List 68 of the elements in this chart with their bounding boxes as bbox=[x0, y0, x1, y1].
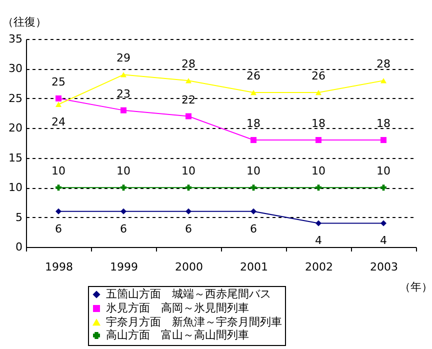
data-label: 6 bbox=[185, 222, 192, 236]
point bbox=[380, 78, 386, 84]
point bbox=[316, 137, 322, 144]
point bbox=[380, 137, 386, 144]
x-tick-label: 1999 bbox=[110, 260, 138, 274]
data-label: 24 bbox=[52, 115, 66, 128]
point bbox=[250, 184, 256, 191]
y-tick-label: 10 bbox=[8, 181, 22, 194]
point bbox=[120, 107, 126, 114]
data-label: 25 bbox=[52, 75, 66, 88]
point bbox=[186, 208, 192, 214]
data-label: 26 bbox=[246, 69, 260, 82]
point bbox=[380, 220, 386, 226]
legend-label: 高山方面 富山～高山間列車 bbox=[106, 328, 249, 342]
point bbox=[56, 102, 62, 107]
data-label: 6 bbox=[120, 222, 127, 236]
point bbox=[120, 208, 126, 214]
point bbox=[186, 78, 192, 84]
x-tick-label: 2000 bbox=[175, 260, 203, 274]
point bbox=[56, 184, 62, 191]
point bbox=[380, 184, 386, 191]
point bbox=[56, 208, 62, 214]
point bbox=[316, 184, 322, 191]
point bbox=[250, 137, 256, 144]
point bbox=[316, 90, 322, 96]
y-tick-label: 5 bbox=[16, 210, 22, 224]
data-label: 26 bbox=[312, 69, 326, 82]
y-tick-label: 30 bbox=[8, 62, 22, 76]
y-tick-label: 25 bbox=[8, 92, 22, 105]
data-label: 23 bbox=[116, 87, 130, 100]
data-label: 10 bbox=[312, 164, 326, 178]
data-label: 4 bbox=[315, 234, 322, 248]
y-tick-label: 20 bbox=[8, 122, 22, 135]
data-label: 28 bbox=[376, 58, 390, 71]
data-label: 10 bbox=[246, 164, 260, 178]
data-label: 10 bbox=[182, 164, 196, 178]
point bbox=[250, 208, 256, 214]
legend-label: 五箇山方面 城端～西赤尾間バス bbox=[106, 288, 271, 300]
data-label: 10 bbox=[376, 164, 390, 178]
point bbox=[186, 184, 192, 191]
y-tick-label: 0 bbox=[16, 240, 22, 254]
point bbox=[120, 184, 126, 191]
data-label: 10 bbox=[52, 164, 66, 178]
x-tick-label: 2001 bbox=[240, 260, 268, 274]
data-label: 28 bbox=[182, 58, 196, 71]
legend-label: 宇奈月方面 新魚津～宇奈月間列車 bbox=[106, 316, 282, 328]
data-label: 18 bbox=[312, 117, 326, 130]
data-label: 18 bbox=[376, 117, 390, 130]
data-label: 4 bbox=[380, 234, 387, 248]
data-label: 18 bbox=[246, 117, 260, 130]
point bbox=[120, 72, 126, 78]
legend-label: 氷見方面 高岡～氷見間列車 bbox=[106, 302, 249, 314]
data-label: 6 bbox=[55, 222, 62, 236]
point bbox=[186, 113, 192, 120]
x-tick-label: 1998 bbox=[45, 260, 73, 274]
point bbox=[316, 220, 322, 226]
x-tick-label: 2003 bbox=[370, 260, 398, 274]
point bbox=[250, 90, 256, 96]
y-tick-label: 15 bbox=[8, 151, 22, 164]
x-tick-label: 2002 bbox=[305, 260, 333, 274]
data-label: 10 bbox=[116, 164, 130, 178]
y-axis-title: （往復） bbox=[2, 16, 46, 28]
x-axis-title: （年） bbox=[400, 280, 432, 294]
data-label: 22 bbox=[182, 93, 196, 106]
y-tick-label: 35 bbox=[8, 32, 22, 46]
point bbox=[56, 95, 62, 102]
data-label: 29 bbox=[116, 52, 130, 65]
data-label: 6 bbox=[250, 222, 257, 236]
